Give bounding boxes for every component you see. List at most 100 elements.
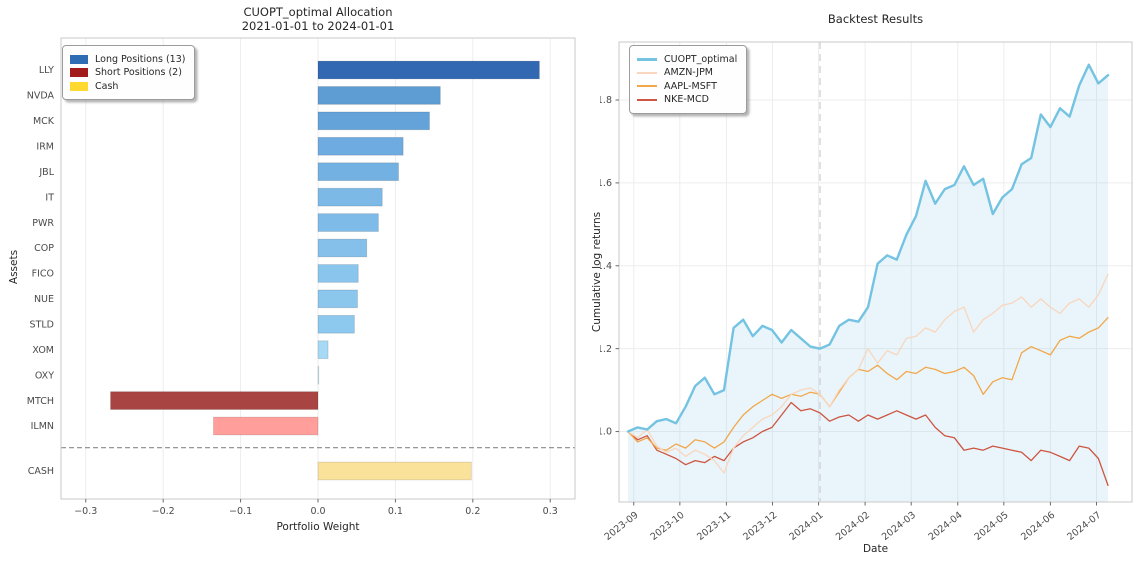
legend-label: Long Positions (13) xyxy=(95,53,186,65)
legend-label: Cash xyxy=(95,80,119,92)
bar-CASH xyxy=(317,461,472,481)
allocation-xtick-label: 0.3 xyxy=(543,506,558,517)
legend-swatch-icon xyxy=(70,81,88,91)
asset-label-IT: IT xyxy=(45,192,54,203)
asset-label-COP: COP xyxy=(34,243,54,254)
backtest-xtick-label: 2024-01 xyxy=(787,510,825,543)
allocation-legend: Long Positions (13) Short Positions (2) Ca… xyxy=(62,45,196,100)
bar-JBL xyxy=(317,162,399,182)
allocation-title-line2: 2021-01-01 to 2024-01-01 xyxy=(241,19,395,33)
allocation-xtick-label: 0.0 xyxy=(310,506,325,517)
bar-NVDA xyxy=(317,86,441,105)
asset-label-NUE: NUE xyxy=(34,294,54,305)
asset-label-ILMN: ILMN xyxy=(31,421,54,432)
backtest-legend-item-3: NKE-MCD xyxy=(637,94,737,105)
allocation-bars xyxy=(110,60,540,481)
asset-label-CASH: CASH xyxy=(28,466,54,477)
backtest-legend-item-1: AMZN-JPM xyxy=(637,67,737,78)
asset-label-XOM: XOM xyxy=(32,345,54,356)
allocation-legend-item-2: Cash xyxy=(70,81,185,92)
asset-label-FICO: FICO xyxy=(32,269,54,280)
legend-label: Short Positions (2) xyxy=(95,67,182,78)
backtest-spines xyxy=(618,41,1133,503)
backtest-gridlines xyxy=(619,42,1132,502)
backtest-legend-item-0: CUOPT_optimal xyxy=(637,54,737,65)
asset-label-OXY: OXY xyxy=(35,370,54,381)
asset-label-NVDA: NVDA xyxy=(27,91,55,102)
allocation-xaxis-label: Portfolio Weight xyxy=(276,521,360,533)
legend-line-icon xyxy=(637,57,657,61)
backtest-ytick-label: 1.0 xyxy=(600,427,612,438)
legend-label: AMZN-JPM xyxy=(664,67,713,78)
backtest-xtick-label: 2024-03 xyxy=(880,510,918,543)
allocation-xtick-label: −0.3 xyxy=(74,506,97,517)
legend-swatch-icon xyxy=(70,68,88,77)
backtest-xaxis-label: Date xyxy=(862,543,889,555)
allocation-figure: CUOPT_optimal Allocation 2021-01-01 to 2… xyxy=(8,5,576,533)
backtest-figure: Backtest Results 1.01.21.41.61.82023-092… xyxy=(591,0,1140,566)
allocation-legend-item-1: Short Positions (2) xyxy=(70,67,185,78)
allocation-xtick-label: 0.2 xyxy=(465,506,480,517)
bar-XOM xyxy=(317,340,329,360)
series-line-AMZN-JPM xyxy=(627,273,1109,474)
bar-PWR xyxy=(317,213,379,232)
legend-label: NKE-MCD xyxy=(664,94,709,105)
allocation-legend-item-0: Long Positions (13) xyxy=(70,54,185,65)
bar-ILMN xyxy=(213,416,319,436)
asset-label-MCK: MCK xyxy=(33,116,55,127)
backtest-xtick-label: 2024-06 xyxy=(1019,510,1057,543)
allocation-xtick-labels: −0.3 −0.2 −0.1 0.0 0.1 0.2 0.3 xyxy=(74,499,558,517)
series-line-AAPL-MSFT xyxy=(627,316,1109,451)
backtest-xtick-label: 2024-07 xyxy=(1065,510,1103,543)
asset-label-JBL: JBL xyxy=(38,167,54,178)
backtest-plot-area: 1.0 1.2 1.4 1.6 1.8 2023-092023-102023-112023… xyxy=(600,41,1133,543)
bar-MTCH xyxy=(110,391,319,410)
backtest-xtick-label: 2023-12 xyxy=(741,510,779,543)
legend-line-icon xyxy=(637,98,657,101)
bar-NUE xyxy=(317,289,358,309)
area-fill-CUOPT_optimal xyxy=(628,64,1108,503)
backtest-xtick-label: 2024-04 xyxy=(927,510,965,543)
backtest-legend-item-2: AAPL-MSFT xyxy=(637,81,737,92)
backtest-legend: CUOPT_optimal AMZN-JPM AAPL-MSFT NKE-MCD xyxy=(629,45,748,114)
bar-COP xyxy=(317,238,368,258)
legend-line-icon xyxy=(637,85,657,87)
backtest-ytick-labels: 1.0 1.2 1.4 1.6 1.8 xyxy=(600,95,619,438)
legend-line-icon xyxy=(637,71,657,74)
bar-STLD xyxy=(317,314,355,334)
allocation-yaxis-label: Assets xyxy=(8,249,20,285)
backtest-xtick-label: 2023-10 xyxy=(649,510,687,543)
legend-swatch-icon xyxy=(70,54,88,64)
allocation-ytick-labels: LLY NVDA MCK IRM JBL IT PWR COP FICO NUE STLD XOM OX… xyxy=(27,65,55,477)
asset-label-PWR: PWR xyxy=(32,218,54,229)
bar-LLY xyxy=(317,60,540,80)
backtest-xtick-label: 2024-02 xyxy=(834,510,872,543)
backtest-xtick-labels: 2023-09 2023-10 2023-11 2023-12 2024-01 2024-… xyxy=(603,502,1103,543)
asset-label-LLY: LLY xyxy=(39,65,54,76)
bar-FICO xyxy=(317,264,359,283)
allocation-title: CUOPT_optimal Allocation 2021-01-01 to 2… xyxy=(61,5,575,33)
backtest-ytick-label: 1.4 xyxy=(600,261,612,272)
asset-label-STLD: STLD xyxy=(30,320,54,331)
allocation-xtick-label: −0.1 xyxy=(229,506,252,517)
allocation-title-line1: CUOPT_optimal Allocation xyxy=(243,5,393,19)
series-line-NKE-MCD xyxy=(627,401,1109,487)
allocation-plot-area: −0.3 −0.2 −0.1 0.0 0.1 0.2 0.3 LLY NVDA MCK IRM JBL… xyxy=(27,37,576,517)
allocation-xtick-label: 0.1 xyxy=(388,506,403,517)
series-line-CUOPT_optimal xyxy=(626,63,1110,433)
bar-IT xyxy=(317,187,383,207)
asset-label-MTCH: MTCH xyxy=(27,396,54,407)
backtest-xtick-label: 2024-05 xyxy=(973,510,1011,543)
backtest-xtick-label: 2023-09 xyxy=(603,510,641,543)
asset-label-IRM: IRM xyxy=(36,141,54,152)
bar-OXY xyxy=(317,365,320,385)
backtest-ytick-label: 1.2 xyxy=(600,344,612,355)
allocation-xtick-label: −0.2 xyxy=(152,506,175,517)
backtest-title: Backtest Results xyxy=(827,12,924,26)
bar-IRM xyxy=(317,136,404,156)
backtest-ytick-label: 1.6 xyxy=(600,178,612,189)
backtest-ytick-label: 1.8 xyxy=(600,95,612,106)
bar-MCK xyxy=(317,111,430,131)
backtest-xtick-label: 2023-11 xyxy=(695,510,733,543)
